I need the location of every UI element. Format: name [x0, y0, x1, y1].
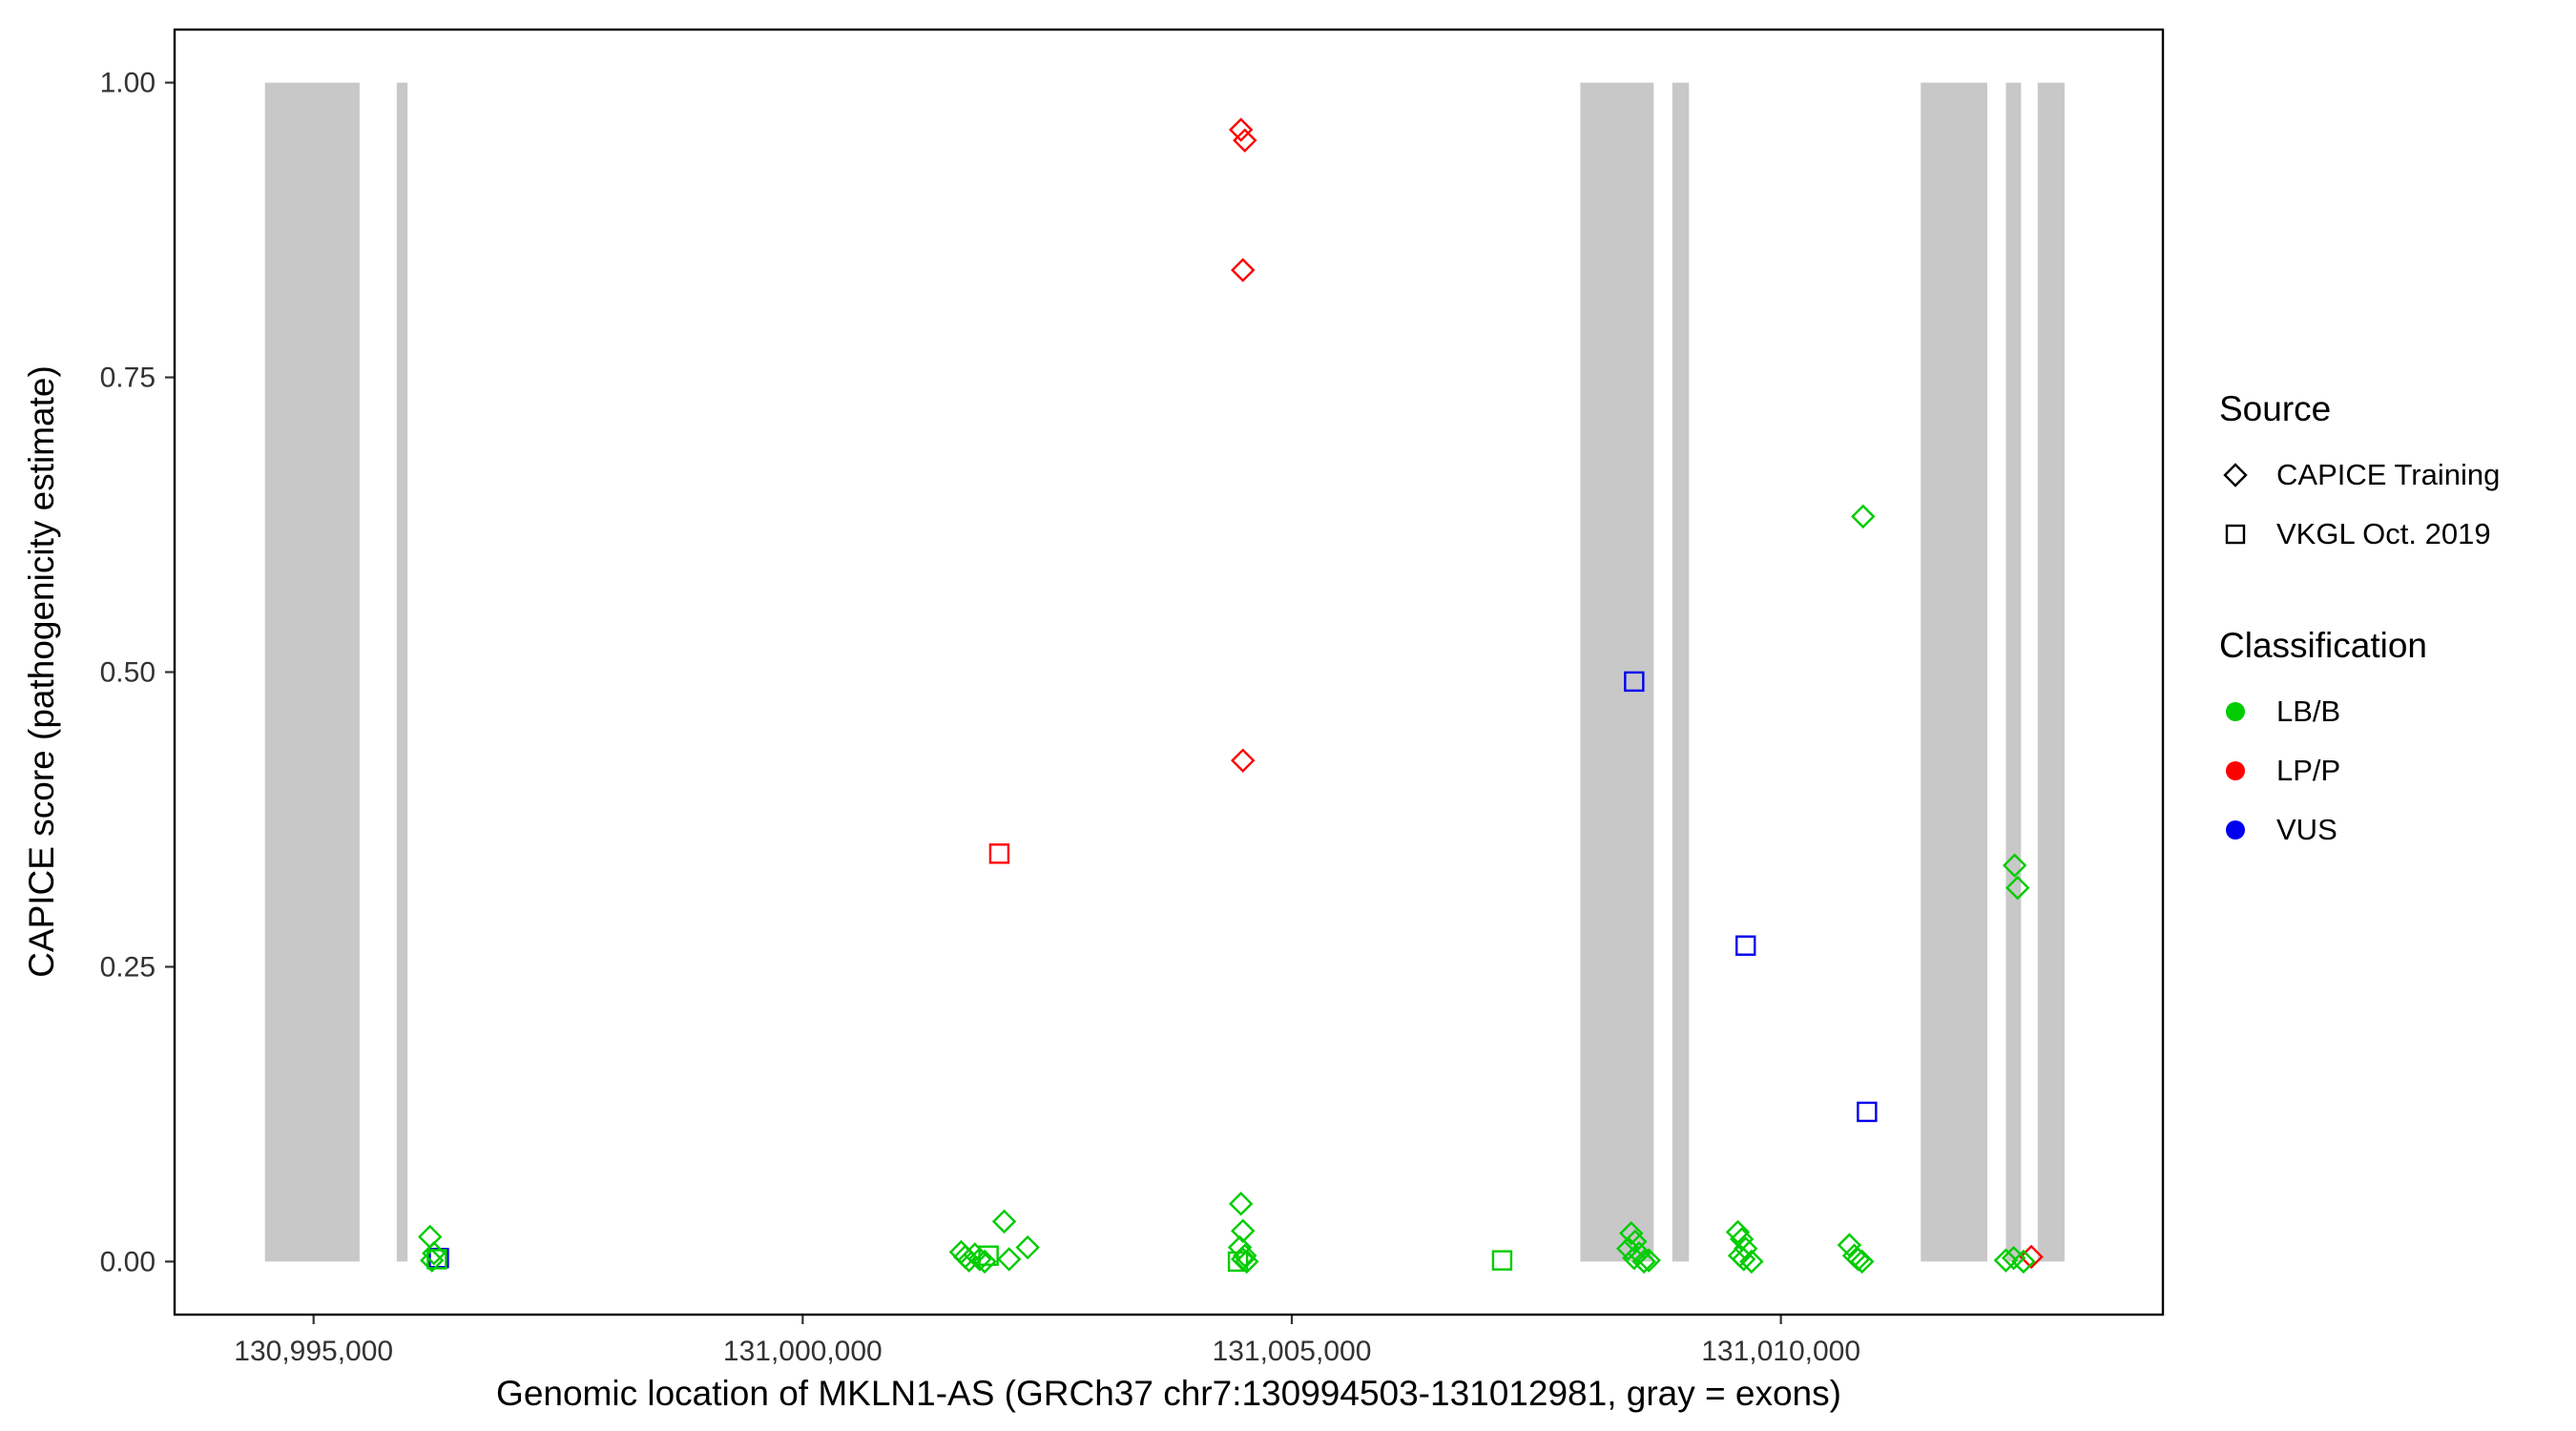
data-point [1227, 1251, 1249, 1273]
data-point [1231, 748, 1256, 773]
x-tick-label: 131,000,000 [723, 1336, 883, 1367]
data-point [1731, 1247, 1756, 1272]
data-point [1725, 1219, 1751, 1245]
data-point [1235, 1249, 1259, 1275]
data-point [956, 1248, 982, 1273]
legend-item-capice-training: CAPICE Training [2219, 458, 2500, 492]
legend-classification-group: Classification LB/B LP/P VUS [2219, 626, 2500, 847]
panel-border [173, 28, 2165, 1317]
x-tick-label: 130,995,000 [234, 1336, 393, 1367]
data-point [1631, 1249, 1656, 1275]
legend: Source CAPICE Training VKGL Oct. 2019 Cl… [2219, 389, 2500, 922]
data-point [2005, 875, 2030, 901]
exon-band [396, 82, 408, 1262]
vus-color-dot-icon [2226, 820, 2245, 840]
legend-item-lpp: LP/P [2219, 754, 2500, 788]
legend-label-lpp: LP/P [2276, 754, 2341, 787]
diamond-key-icon [2219, 459, 2252, 491]
legend-label-vus: VUS [2276, 813, 2337, 846]
data-point [1624, 671, 1645, 693]
y-tick-label: 0.75 [100, 363, 156, 394]
data-point [2011, 1249, 2036, 1275]
data-point [1993, 1248, 2019, 1273]
y-tick-label: 0.50 [100, 657, 156, 689]
exon-band [1921, 82, 1987, 1262]
exon-band [264, 82, 360, 1262]
y-tick-label: 1.00 [100, 68, 156, 99]
x-tick-label: 131,010,000 [1701, 1336, 1860, 1367]
exon-band [1672, 82, 1690, 1262]
data-point [1735, 935, 1756, 956]
y-tick-label: 0.25 [100, 951, 156, 983]
data-point [996, 1247, 1022, 1272]
data-point [988, 843, 1010, 864]
y-axis-title: CAPICE score (pathogenicity estimate) [22, 365, 61, 978]
lpp-color-dot-icon [2226, 761, 2245, 780]
legend-source-title: Source [2219, 389, 2332, 428]
legend-item-vkgl: VKGL Oct. 2019 [2219, 517, 2500, 551]
data-point [2002, 853, 2027, 878]
data-point [1231, 258, 1256, 282]
legend-classification-title: Classification [2219, 626, 2427, 665]
data-point [1491, 1250, 1513, 1271]
data-point [967, 1247, 992, 1272]
data-point [1739, 1249, 1764, 1275]
x-tick-label: 131,005,000 [1213, 1336, 1372, 1367]
data-point [426, 1249, 447, 1270]
data-point [1850, 1249, 1875, 1275]
data-point [1015, 1234, 1040, 1260]
data-point [991, 1209, 1017, 1234]
data-point [1837, 1233, 1862, 1257]
data-point [1233, 128, 1257, 153]
data-point [1636, 1248, 1661, 1273]
legend-label-lbb: LB/B [2276, 695, 2341, 728]
legend-label-capice-training: CAPICE Training [2276, 458, 2501, 491]
legend-source-group: Source CAPICE Training VKGL Oct. 2019 [2219, 389, 2500, 551]
y-tick-label: 0.00 [100, 1246, 156, 1277]
exon-band [2005, 82, 2022, 1262]
data-point [1619, 1221, 1644, 1246]
x-axis-title: Genomic location of MKLN1-AS (GRCh37 chr… [496, 1374, 1841, 1413]
legend-label-vkgl: VKGL Oct. 2019 [2276, 517, 2491, 550]
legend-item-lbb: LB/B [2219, 695, 2500, 729]
data-point [972, 1249, 997, 1275]
data-point [1228, 117, 1254, 142]
lbb-color-dot-icon [2226, 702, 2245, 721]
data-point [1851, 504, 1876, 529]
data-point [1857, 1101, 1878, 1123]
legend-item-vus: VUS [2219, 813, 2500, 847]
exon-band [2037, 82, 2065, 1262]
data-point [418, 1224, 443, 1250]
data-point [978, 1245, 999, 1266]
data-point [420, 1248, 445, 1273]
data-point [1228, 1192, 1254, 1216]
square-key-icon [2219, 518, 2252, 550]
